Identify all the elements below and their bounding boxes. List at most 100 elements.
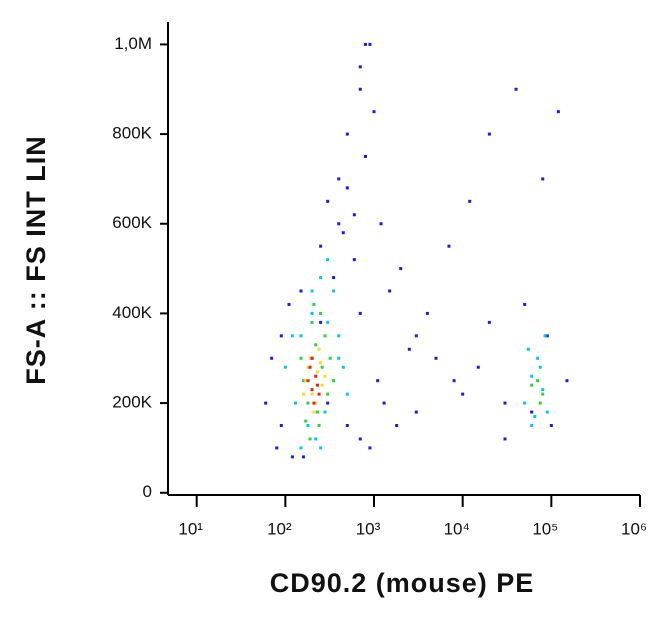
x-tick-label: 10¹	[178, 519, 203, 538]
event-point	[308, 356, 312, 360]
event-point	[308, 437, 312, 441]
event-point	[317, 392, 321, 396]
event-point	[279, 334, 283, 338]
event-point	[310, 311, 314, 315]
event-point	[306, 424, 310, 428]
event-point	[487, 320, 491, 324]
event-point	[320, 383, 324, 387]
event-point	[352, 213, 356, 217]
event-point	[299, 289, 303, 293]
event-point	[319, 311, 323, 315]
event-point	[372, 110, 376, 114]
y-tick-label: 0	[143, 482, 152, 501]
event-point	[414, 334, 418, 338]
event-point	[332, 379, 336, 383]
event-point	[503, 401, 507, 405]
event-point	[376, 379, 380, 383]
event-point	[290, 455, 294, 459]
event-point	[310, 289, 314, 293]
y-tick-label: 1,0M	[114, 34, 152, 53]
event-point	[319, 244, 323, 248]
event-point	[530, 374, 534, 378]
event-point	[503, 437, 507, 441]
event-point	[468, 199, 472, 203]
event-point	[299, 446, 303, 450]
event-point	[314, 343, 318, 347]
event-point	[341, 365, 345, 369]
event-point	[530, 424, 534, 428]
event-point	[320, 365, 324, 369]
event-point	[326, 401, 330, 405]
y-tick-label: 800K	[112, 124, 152, 143]
event-point	[545, 410, 549, 414]
event-point	[379, 222, 383, 226]
y-tick-label: 400K	[112, 303, 152, 322]
event-point	[332, 276, 336, 280]
event-point	[314, 374, 318, 378]
event-point	[565, 379, 569, 383]
event-point	[345, 424, 349, 428]
event-point	[308, 365, 312, 369]
event-point	[447, 244, 451, 248]
event-point	[352, 258, 356, 262]
event-point	[315, 370, 319, 374]
x-tick-label: 10⁶	[621, 519, 647, 538]
event-point	[314, 437, 318, 441]
event-point	[304, 379, 308, 383]
event-point	[345, 132, 349, 136]
event-point	[290, 334, 294, 338]
event-point	[549, 424, 553, 428]
y-tick-label: 600K	[112, 213, 152, 232]
event-point	[283, 365, 287, 369]
event-point	[279, 424, 283, 428]
event-point	[306, 401, 310, 405]
event-point	[452, 379, 456, 383]
event-point	[310, 356, 314, 360]
event-point	[388, 289, 392, 293]
event-point	[317, 347, 321, 351]
event-point	[358, 87, 362, 91]
event-point	[476, 365, 480, 369]
event-point	[323, 374, 327, 378]
event-point	[299, 334, 303, 338]
event-point	[310, 320, 314, 324]
event-point	[312, 410, 316, 414]
event-point	[514, 87, 518, 91]
event-point	[407, 347, 411, 351]
event-point	[293, 401, 297, 405]
event-point	[337, 222, 341, 226]
event-point	[301, 379, 305, 383]
event-point	[306, 379, 310, 383]
event-point	[541, 388, 545, 392]
event-point	[414, 410, 418, 414]
event-point	[317, 424, 321, 428]
y-axis-title: FS-A :: FS INT LIN	[21, 135, 51, 384]
event-point	[310, 392, 314, 396]
event-point	[319, 276, 323, 280]
event-point	[287, 302, 291, 306]
event-point	[310, 388, 314, 392]
event-point	[304, 419, 308, 423]
event-point	[363, 42, 367, 46]
event-point	[545, 334, 549, 338]
event-point	[358, 437, 362, 441]
event-point	[312, 401, 316, 405]
event-point	[326, 392, 330, 396]
x-tick-label: 10⁵	[532, 519, 558, 538]
event-point	[461, 392, 465, 396]
event-point	[382, 401, 386, 405]
event-point	[395, 424, 399, 428]
event-point	[299, 356, 303, 360]
event-point	[368, 42, 372, 46]
event-point	[541, 177, 545, 181]
event-point	[425, 311, 429, 315]
event-point	[337, 334, 341, 338]
event-point	[487, 132, 491, 136]
event-point	[363, 155, 367, 159]
event-point	[326, 199, 330, 203]
event-point	[434, 356, 438, 360]
event-point	[541, 392, 545, 396]
event-point	[319, 361, 323, 365]
x-tick-label: 10⁴	[444, 519, 470, 538]
event-point	[538, 365, 542, 369]
